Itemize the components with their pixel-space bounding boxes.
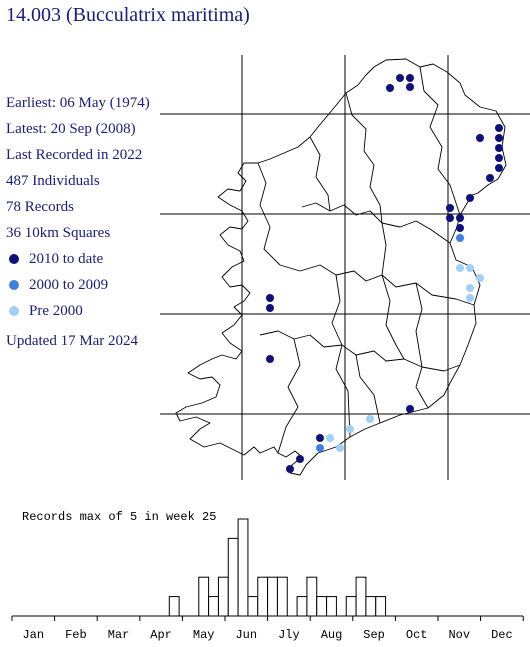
- record-dot: [495, 164, 503, 172]
- record-dot: [456, 224, 464, 232]
- histogram-bar: [316, 596, 328, 617]
- histogram-bar: [326, 596, 337, 617]
- histogram-bar: [276, 576, 288, 617]
- record-dot: [456, 264, 464, 272]
- grid-lines: [160, 55, 530, 480]
- last-recorded: Last Recorded in 2022: [6, 147, 143, 163]
- record-dot: [466, 294, 474, 302]
- histogram-title: Records max of 5 in week 25: [22, 510, 216, 524]
- records-count: 78 Records: [6, 199, 74, 215]
- month-label: Dec: [491, 628, 513, 642]
- record-dot: [266, 294, 274, 302]
- record-dot: [396, 74, 404, 82]
- histogram-bar: [296, 596, 308, 617]
- record-dots: [266, 74, 503, 473]
- histogram-bar: [217, 576, 229, 617]
- records-histogram: Records max of 5 in week 25 Jan Feb Mar Apr…: [11, 510, 524, 642]
- record-dot: [316, 444, 324, 452]
- record-dot: [456, 234, 464, 242]
- histogram-bar: [208, 596, 219, 617]
- month-label: Jan: [22, 628, 44, 642]
- legend-item-2000s: 2000 to 2009: [6, 272, 150, 298]
- legend-label-recent: 2010 to date: [29, 251, 104, 267]
- legend-label-pre2000: Pre 2000: [29, 303, 83, 319]
- earliest-date: Earliest: 06 May (1974): [6, 95, 150, 111]
- record-dot: [336, 444, 344, 452]
- histogram-bar: [168, 596, 180, 617]
- month-label: Nov: [448, 628, 470, 642]
- month-label: May: [193, 628, 215, 642]
- record-dot: [495, 124, 503, 132]
- month-label: Mar: [108, 628, 130, 642]
- record-dot: [446, 214, 454, 222]
- individuals-count: 487 Individuals: [6, 173, 100, 189]
- record-dot: [495, 154, 503, 162]
- blue-dot-icon: [9, 280, 19, 290]
- record-dot: [286, 465, 294, 473]
- record-dot: [466, 194, 474, 202]
- histogram-bar: [237, 518, 249, 617]
- record-dot: [466, 284, 474, 292]
- histogram-bar: [365, 596, 377, 617]
- record-dot: [296, 455, 304, 463]
- updated-date: Updated 17 Mar 2024: [6, 333, 139, 349]
- page-title: 14.003 (Bucculatrix maritima): [6, 4, 250, 26]
- record-dot: [495, 144, 503, 152]
- histogram-bar: [198, 576, 210, 617]
- record-dot: [386, 84, 394, 92]
- light-dot-icon: [9, 306, 19, 316]
- record-dot: [406, 405, 414, 413]
- record-dot: [476, 134, 484, 142]
- record-dot: [446, 204, 454, 212]
- histogram-bar: [227, 537, 239, 617]
- month-labels: Jan Feb Mar Apr May Jun Jly Aug Sep Oct Nov Dec: [22, 628, 512, 642]
- record-dot: [456, 214, 464, 222]
- record-dot: [486, 174, 494, 182]
- record-dot: [495, 134, 503, 142]
- record-dot: [346, 425, 354, 433]
- record-dot: [476, 274, 484, 282]
- legend-label-2000s: 2000 to 2009: [29, 277, 109, 293]
- record-dot: [266, 304, 274, 312]
- histogram-bar: [267, 576, 278, 617]
- month-label: Jly: [278, 628, 300, 642]
- month-label: Feb: [65, 628, 87, 642]
- record-dot: [326, 434, 334, 442]
- month-label: Apr: [150, 628, 172, 642]
- legend-item-recent: 2010 to date: [6, 246, 150, 272]
- record-dot: [316, 434, 324, 442]
- month-label: Sep: [363, 628, 385, 642]
- histogram-bar: [375, 596, 387, 617]
- record-dot: [266, 355, 274, 363]
- latest-date: Latest: 20 Sep (2008): [6, 121, 136, 137]
- stats-panel: Earliest: 06 May (1974) Latest: 20 Sep (…: [6, 90, 150, 354]
- histogram-bar: [247, 596, 259, 617]
- month-label: Jun: [235, 628, 257, 642]
- histogram-bar: [355, 576, 367, 617]
- month-label: Aug: [321, 628, 343, 642]
- histogram-bar: [306, 576, 318, 617]
- histogram-bars: [168, 518, 387, 617]
- month-label: Oct: [406, 628, 428, 642]
- histogram-bar: [257, 576, 269, 617]
- record-dot: [366, 415, 374, 423]
- legend-item-pre2000: Pre 2000: [6, 298, 150, 324]
- distribution-map: [160, 55, 530, 480]
- record-dot: [406, 83, 414, 91]
- record-dot: [466, 264, 474, 272]
- squares-count: 36 10km Squares: [6, 225, 111, 241]
- histogram-bar: [345, 596, 357, 617]
- month-ticks: [11, 616, 524, 621]
- dark-dot-icon: [9, 254, 19, 264]
- record-dot: [406, 74, 414, 82]
- ireland-outline: [175, 58, 507, 476]
